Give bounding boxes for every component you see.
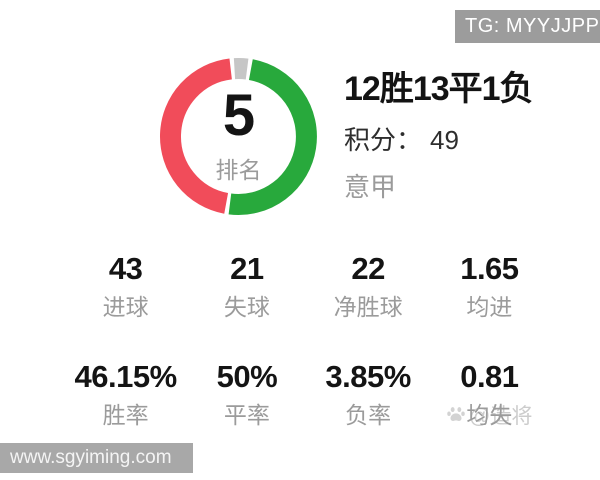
points-label: 积分： [344, 125, 423, 155]
points-line: 积分： 49 [344, 125, 584, 155]
rank-donut-chart [160, 58, 317, 215]
donut-segment-平率 [228, 59, 317, 215]
stat-label: 胜率 [102, 402, 149, 428]
stat-label: 净胜球 [333, 294, 403, 320]
stat-goals-for: 43 进球 [65, 251, 186, 321]
stat-label: 平率 [223, 402, 270, 428]
points-value: 49 [430, 125, 459, 155]
stat-value: 46.15% [74, 359, 178, 394]
stats-row-1: 43 进球 21 失球 22 净胜球 1.65 均进 [65, 251, 550, 321]
donut-segment-负率 [233, 58, 249, 80]
site-watermark-badge: www.sgyiming.com [0, 443, 193, 473]
donut-segment-胜率 [160, 58, 233, 214]
stat-goals-against: 21 失球 [186, 251, 307, 321]
stat-goal-difference: 22 净胜球 [308, 251, 429, 321]
stat-value: 0.81 [460, 359, 519, 394]
stat-label: 进球 [102, 294, 149, 320]
record-line: 12胜13平1负 [344, 70, 534, 108]
stat-draw-rate: 50% 平率 [186, 359, 307, 429]
stat-label: 失球 [223, 294, 270, 320]
stat-avg-goals-conceded: 0.81 均失 [429, 359, 550, 429]
stat-value: 43 [108, 251, 143, 286]
stat-win-rate: 46.15% 胜率 [65, 359, 186, 429]
stat-value: 50% [216, 359, 278, 394]
stat-avg-goals-scored: 1.65 均进 [429, 251, 550, 321]
stat-value: 22 [351, 251, 385, 286]
season-summary: 12胜13平1负 积分： 49 意甲 [344, 70, 584, 202]
stats-row-2: 46.15% 胜率 50% 平率 3.85% 负率 0.81 均失 [65, 359, 550, 429]
channel-watermark-text: @造将 [469, 405, 533, 428]
league-name: 意甲 [344, 172, 397, 202]
stat-label: 均进 [466, 294, 513, 320]
paw-icon [447, 407, 465, 421]
stat-value: 3.85% [325, 359, 411, 394]
stat-label: 均失 [466, 402, 513, 428]
channel-watermark: @造将 [446, 402, 532, 428]
stat-loss-rate: 3.85% 负率 [308, 359, 429, 429]
stat-value: 1.65 [460, 251, 519, 286]
stat-label: 负率 [345, 402, 392, 428]
stat-value: 21 [230, 251, 264, 286]
tg-watermark-badge: TG: MYYJJPP [455, 10, 600, 43]
